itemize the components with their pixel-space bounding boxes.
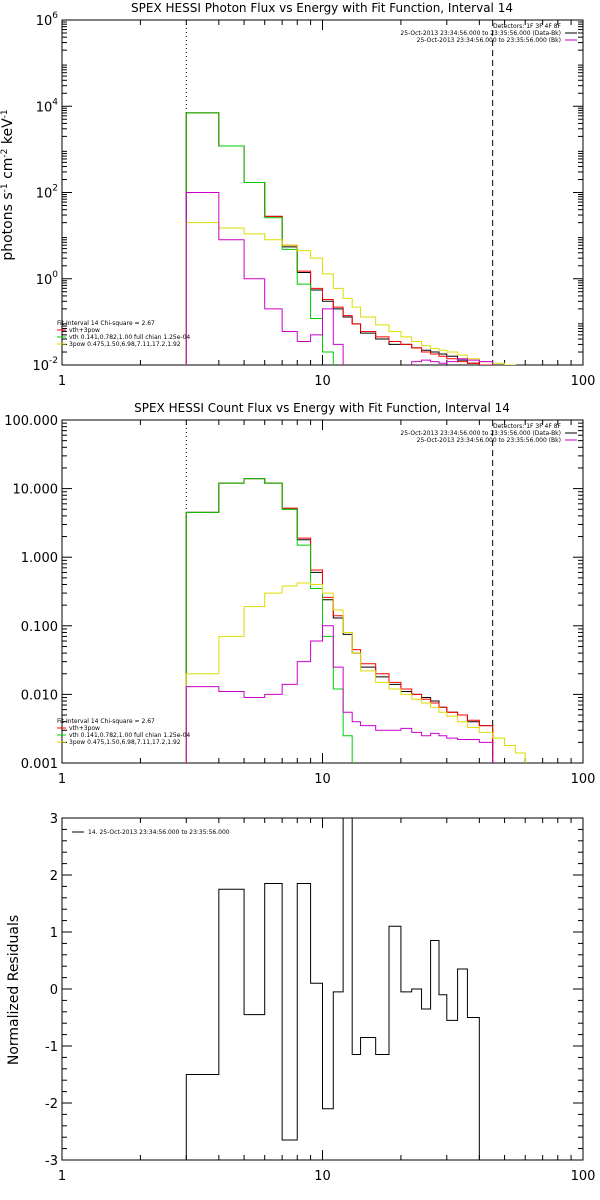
legend-bottom-entry: vth+3pow: [69, 327, 100, 334]
legend-top-entry: 14. 25-Oct-2013 23:34:56.000 to 23:35:56…: [88, 829, 230, 836]
x-tick-label: 10: [314, 772, 331, 787]
ylabel-part-1: photons s: [0, 192, 16, 260]
y-tick-label: 1: [50, 926, 58, 941]
residuals-panel: Normalized Residuals 1 10 100 -3 -2 -1 0 1 2 3 14.…: [6, 812, 595, 1184]
y-tick-base: 10: [36, 273, 53, 288]
x-tick-label: 100: [571, 772, 596, 787]
residuals-ylabel: Normalized Residuals: [6, 915, 22, 1065]
series-line-2: [185, 112, 334, 365]
series-line-3: [185, 582, 526, 763]
x-tick-label: 100: [571, 374, 596, 389]
y-tick-label: 0.010: [21, 688, 58, 703]
series-line-0: [185, 112, 494, 365]
legend-bottom-entry: Fit Interval 14 Chi-square = 2.67: [57, 320, 155, 327]
x-tick-label: 1: [58, 772, 66, 787]
y-tick-label: 2: [50, 869, 58, 884]
count-flux-panel: SPEX HESSI Count Flux vs Energy with Fit…: [4, 401, 595, 787]
photon-flux-ylabel: photons s-1 cm-2 keV-1: [0, 109, 16, 260]
y-tick-label: 10-2: [32, 356, 58, 374]
x-tick-label: 1: [58, 374, 66, 389]
y-tick-base: 10: [36, 14, 53, 29]
legend-top-entry: Detectors: 1F 3F 4F 8F: [493, 423, 562, 430]
y-tick-label: 0.001: [21, 757, 58, 772]
legend-top-entry: 25-Oct-2013 23:34:56.000 to 23:35:56.000…: [400, 30, 561, 37]
series-line-4: [185, 625, 494, 763]
y-tick-base: 10: [36, 187, 53, 202]
photon-flux-title: SPEX HESSI Photon Flux vs Energy with Fi…: [131, 1, 513, 15]
photon-flux-panel: SPEX HESSI Photon Flux vs Energy with Fi…: [0, 1, 595, 389]
legend-bottom-entry: Fit Interval 14 Chi-square = 2.67: [57, 718, 155, 725]
y-tick-label: -1: [45, 1040, 58, 1055]
series-group: [185, 478, 526, 763]
x-tick-label: 100: [571, 1169, 596, 1184]
y-tick-exp: 6: [52, 11, 58, 21]
series-line-2: [185, 478, 353, 763]
x-tick-label: 1: [58, 1169, 66, 1184]
count-flux-title: SPEX HESSI Count Flux vs Energy with Fit…: [134, 401, 510, 415]
y-tick-label: -3: [45, 1154, 58, 1169]
ylabel-part-3: keV: [0, 118, 16, 149]
legend-bottom-entry: 3pow 0.475,1.50,6.98,7.11,17.2,1.92: [69, 739, 181, 746]
series-line-0: [185, 478, 494, 763]
y-tick-base: 10: [32, 359, 49, 374]
legend-bottom-entry: vth 0.141,0.782,1.00 full chian 1.25e-04: [69, 732, 190, 739]
y-tick-exp: -2: [49, 356, 58, 366]
y-tick-label: 3: [50, 812, 58, 827]
y-tick-label: 10.000: [13, 483, 59, 498]
series-line-0: [185, 818, 480, 1160]
y-tick-label: 100: [36, 270, 59, 288]
x-tick-label: 10: [314, 374, 331, 389]
y-tick-exp: 0: [52, 270, 58, 280]
y-tick-label: 106: [36, 11, 59, 29]
legend-top-entry: Detectors: 1F 3F 4F 8F: [493, 23, 562, 30]
y-tick-base: 10: [36, 100, 53, 115]
series-line-1: [185, 478, 494, 763]
series-group: [185, 818, 480, 1160]
legend-top-entry: 25-Oct-2013 23:34:56.000 to 23:35:56.000…: [417, 37, 561, 44]
y-tick-label: 0.100: [21, 620, 58, 635]
series-line-1: [185, 112, 494, 365]
y-tick-label: 100.000: [4, 414, 58, 429]
ylabel-exp-2: -2: [0, 149, 10, 158]
legend-top-entry: 25-Oct-2013 23:34:56.000 to 23:35:56.000…: [400, 430, 561, 437]
y-tick-exp: 2: [52, 184, 58, 194]
series-line-4: [185, 192, 494, 365]
legend-bottom-entry: 3pow 0.475,1.50,6.98,7.11,17.2,1.92: [69, 341, 181, 348]
series-line-3: [185, 222, 516, 365]
x-tick-label: 10: [314, 1169, 331, 1184]
y-tick-label: 0: [50, 983, 58, 998]
legend-bottom-entry: vth 0.141,0.782,1.00 full chian 1.25e-04: [69, 334, 190, 341]
ylabel-exp-1: -1: [0, 183, 10, 192]
legend-top-entry: 25-Oct-2013 23:34:56.000 to 23:35:56.000…: [417, 437, 561, 444]
ylabel-part-2: cm: [0, 158, 16, 184]
legend-bottom-entry: vth+3pow: [69, 725, 100, 732]
y-tick-label: -2: [45, 1097, 58, 1112]
y-tick-exp: 4: [52, 97, 58, 107]
y-tick-label: 102: [36, 184, 58, 202]
y-tick-label: 1.000: [21, 551, 58, 566]
series-group: [185, 112, 516, 365]
y-tick-label: 104: [36, 97, 59, 115]
ylabel-exp-3: -1: [0, 109, 10, 118]
